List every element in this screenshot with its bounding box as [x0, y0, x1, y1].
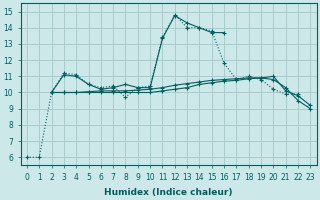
X-axis label: Humidex (Indice chaleur): Humidex (Indice chaleur): [104, 188, 233, 197]
